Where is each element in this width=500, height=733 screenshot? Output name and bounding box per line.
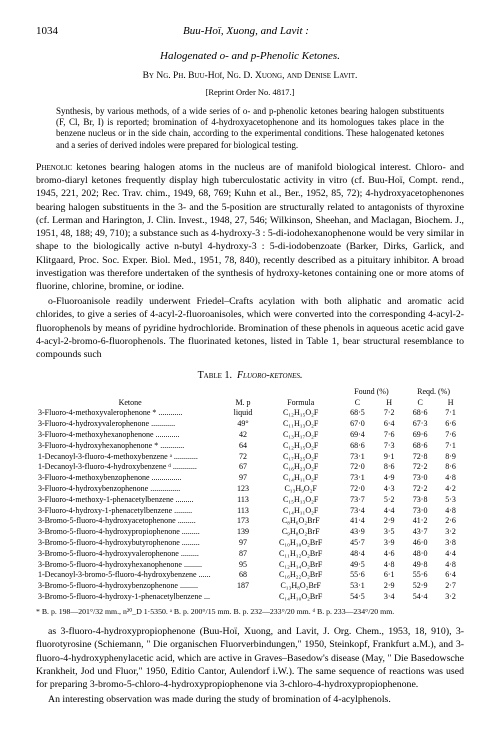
table-row: 3-Bromo-5-fluoro-4-hydroxybenzophenone .… (36, 581, 464, 592)
th-fh: H (375, 398, 403, 409)
table-row: 3-Fluoro-4-methoxyvalerophenone * ......… (36, 408, 464, 419)
table-row: 3-Fluoro-4-hydroxy-1-phenacetylbenzene .… (36, 506, 464, 517)
table-body: 3-Fluoro-4-methoxyvalerophenone * ......… (36, 408, 464, 602)
fluoro-ketones-table: Found (%) Reqd. (%) Ketone M. p Formula … (36, 387, 464, 603)
table-row: 3-Fluoro-4-methoxybenzophenone .........… (36, 473, 464, 484)
table-caption: Table 1. Fluoro-ketones. (36, 369, 464, 383)
table-row: 3-Bromo-5-fluoro-4-hydroxy-1-phenacetylb… (36, 592, 464, 603)
running-head: Buu-Hoï, Xuong, and Lavit : (58, 24, 434, 39)
footnote-line: * B. p. 198—201°/32 mm., n²⁰_D 1·5350. ᵃ… (36, 607, 394, 618)
th-formula: Formula (262, 398, 340, 409)
table-row: 1-Decanoyl-3-fluoro-4-hydroxybenzene ᵈ .… (36, 462, 464, 473)
table-row: 3-Fluoro-4-hydroxyhexanophenone * ......… (36, 441, 464, 452)
table-number: Table 1. (198, 370, 232, 381)
table-row: 3-Bromo-5-fluoro-4-hydroxyacetophenone .… (36, 516, 464, 527)
reprint-order: [Reprint Order No. 4817.] (36, 87, 464, 98)
table-row: 1-Decanoyl-3-fluoro-4-methoxybenzene ᵃ .… (36, 452, 464, 463)
table-row: 3-Fluoro-4-methoxy-1-phenacetylbenzene .… (36, 495, 464, 506)
table-row: 3-Fluoro-4-methoxyhexanophenone ........… (36, 430, 464, 441)
th-mp: M. p (224, 398, 261, 409)
page-header: 1034 Buu-Hoï, Xuong, and Lavit : (36, 24, 464, 39)
abstract: Synthesis, by various methods, of a wide… (56, 106, 444, 151)
table-row: 3-Fluoro-4-hydroxybenzophenone .........… (36, 484, 464, 495)
table-row: 3-Fluoro-4-hydroxyvalerophenone ........… (36, 419, 464, 430)
th-ketone: Ketone (36, 398, 224, 409)
table-row: 3-Bromo-5-fluoro-4-hydroxypropiophenone … (36, 527, 464, 538)
paragraph-1: Phenolic ketones bearing halogen atoms i… (36, 161, 464, 293)
paragraph-3: as 3-fluoro-4-hydroxypropiophenone (Buu-… (36, 625, 464, 691)
table-title: Fluoro-ketones. (237, 370, 302, 381)
authors: By Ng. Ph. Buu-Hoï, Ng. D. Xuong, and De… (36, 70, 464, 83)
table-row: 3-Bromo-5-fluoro-4-hydroxybutyrophenone … (36, 538, 464, 549)
table-footnotes: * B. p. 198—201°/32 mm., n²⁰_D 1·5350. ᵃ… (36, 607, 464, 618)
th-rh: H (437, 398, 464, 409)
paragraph-4: An interesting observation was made duri… (36, 693, 464, 706)
article-title: Halogenated o- and p-Phenolic Ketones. (36, 49, 464, 64)
th-found: Found (%) (340, 387, 403, 398)
th-fc: C (340, 398, 376, 409)
table-row: 3-Bromo-5-fluoro-4-hydroxyvalerophenone … (36, 549, 464, 560)
th-rc: C (403, 398, 437, 409)
table-row: 3-Bromo-5-fluoro-4-hydroxyhexanophenone … (36, 560, 464, 571)
page-number: 1034 (36, 24, 58, 39)
para1-text: ketones bearing halogen atoms in the nuc… (36, 162, 464, 292)
paragraph-2: o-Fluoroanisole readily underwent Friede… (36, 295, 464, 361)
table-row: 1-Decanoyl-3-bromo-5-fluoro-4-hydroxyben… (36, 570, 464, 581)
th-reqd: Reqd. (%) (403, 387, 464, 398)
